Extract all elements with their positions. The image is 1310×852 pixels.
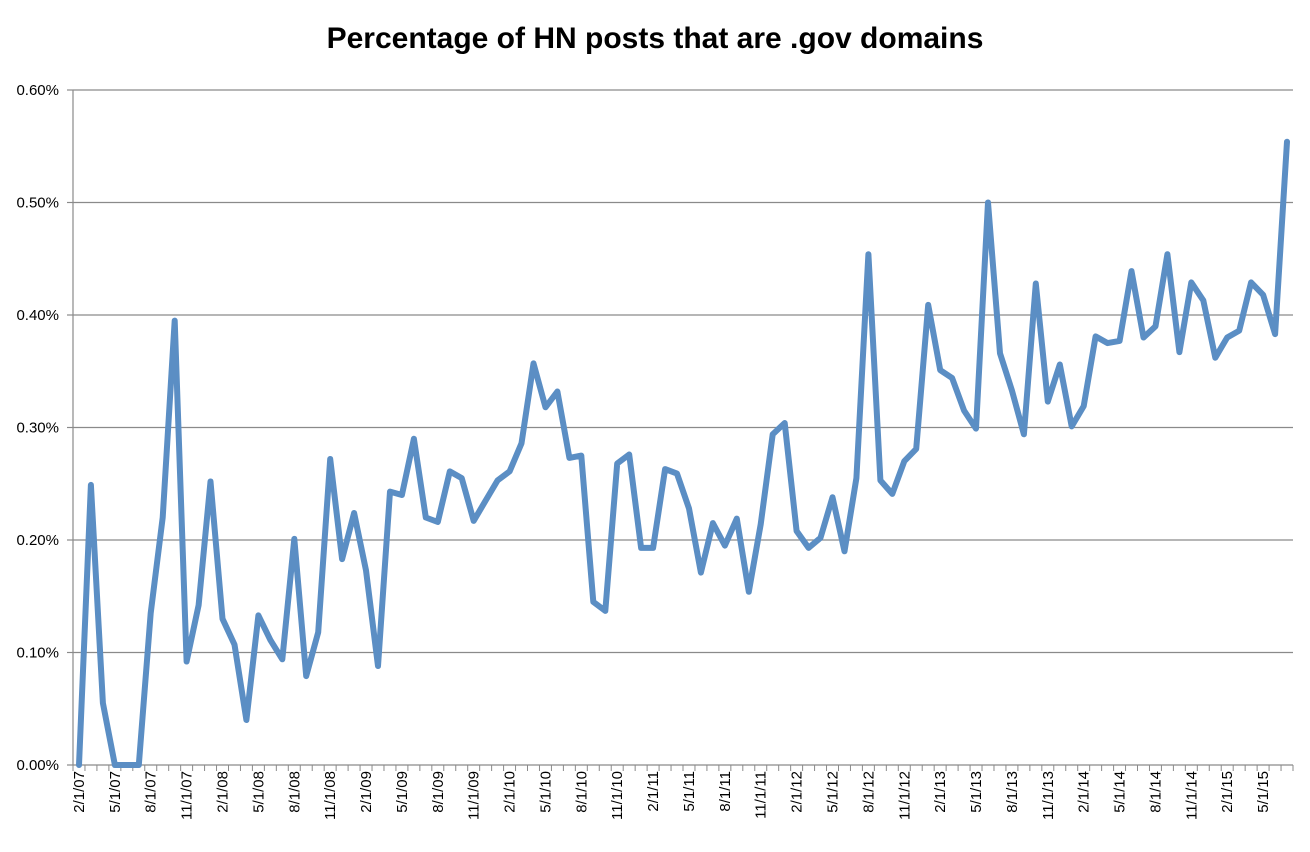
x-tick-label: 2/1/13 [932,771,949,813]
y-axis-ticks: 0.00% 0.10% 0.20% 0.30% 0.40% 0.50% 0.60% [16,82,73,774]
y-tick-label: 0.10% [16,645,59,662]
x-tick-label: 5/1/10 [537,771,554,813]
x-tick-label: 11/1/08 [322,771,339,820]
x-tick-label: 11/1/09 [466,771,483,820]
y-tick-label: 0.20% [16,532,59,549]
x-tick-label: 5/1/14 [1112,771,1129,813]
x-axis-ticks: 2/1/07 5/1/07 8/1/07 11/1/07 2/1/08 5/1/08 8/1… [71,765,1294,820]
x-tick-label: 2/1/12 [789,771,806,813]
x-tick-label: 5/1/15 [1255,771,1272,813]
x-tick-label: 2/1/14 [1076,771,1093,813]
x-tick-label: 8/1/12 [860,771,877,813]
x-tick-label: 2/1/10 [502,771,519,813]
x-tick-label: 5/1/11 [681,771,698,812]
x-tick-label: 8/1/07 [143,771,160,813]
x-tick-label: 11/1/07 [179,771,196,820]
x-tick-label: 11/1/11 [753,771,770,819]
x-tick-label: 11/1/12 [896,771,913,820]
x-tick-label: 8/1/14 [1147,771,1164,813]
x-tick-label: 11/1/13 [1040,771,1057,820]
x-tick-label: 5/1/13 [968,771,985,813]
x-tick-label: 11/1/10 [609,771,626,820]
x-tick-label: 8/1/13 [1004,771,1021,813]
x-tick-label: 11/1/14 [1183,771,1200,820]
y-tick-label: 0.60% [16,82,59,99]
x-tick-label: 2/1/11 [645,771,662,812]
x-tick-label: 5/1/12 [825,771,842,813]
x-tick-label: 5/1/09 [394,771,411,813]
chart-title: Percentage of HN posts that are .gov dom… [326,22,984,55]
x-tick-label: 8/1/08 [286,771,303,813]
gridlines [72,89,1293,766]
x-tick-label: 5/1/08 [250,771,267,813]
x-tick-label: 2/1/07 [71,771,88,813]
y-tick-label: 0.00% [16,757,59,774]
y-tick-label: 0.50% [16,195,59,212]
x-tick-label: 2/1/15 [1219,771,1236,813]
x-tick-label: 2/1/08 [215,771,232,813]
y-tick-label: 0.40% [16,307,59,324]
x-tick-label: 5/1/07 [107,771,124,813]
y-tick-label: 0.30% [16,420,59,437]
x-tick-label: 8/1/10 [573,771,590,813]
series-layer [76,138,1290,768]
series-line [76,138,1290,768]
x-tick-label: 8/1/11 [717,771,734,812]
x-tick-label: 2/1/09 [358,771,375,813]
x-tick-label: 8/1/09 [430,771,447,813]
